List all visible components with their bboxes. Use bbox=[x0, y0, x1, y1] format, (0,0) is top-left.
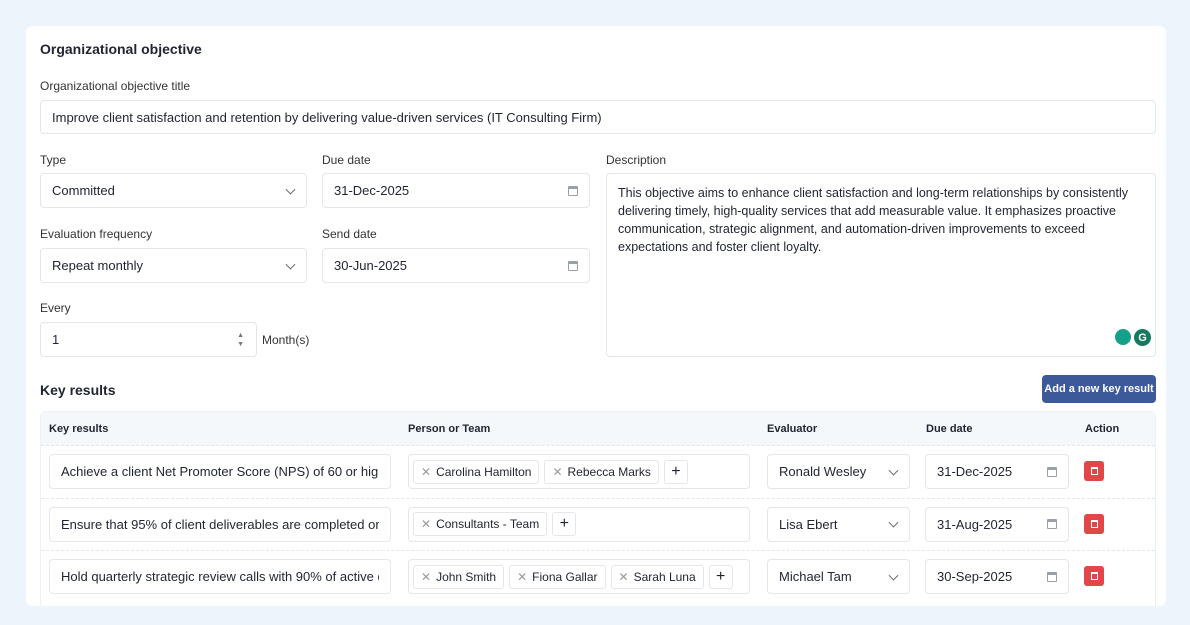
person-name: Fiona Gallar bbox=[532, 569, 598, 584]
objective-card: Organizational objective Organizational … bbox=[26, 26, 1166, 606]
col-key-results: Key results bbox=[49, 423, 109, 435]
send-date-value: 30-Jun-2025 bbox=[334, 258, 407, 273]
evaluator-value: Ronald Wesley bbox=[779, 464, 867, 479]
kr-due-date-input[interactable]: 31-Aug-2025 bbox=[925, 506, 1069, 542]
kr-due-date-value: 30-Sep-2025 bbox=[937, 569, 1013, 584]
evaluator-value: Michael Tam bbox=[779, 569, 852, 584]
evaluator-select[interactable]: Lisa Ebert bbox=[767, 506, 910, 542]
eval-freq-select[interactable]: Repeat monthly bbox=[40, 248, 307, 283]
description-value: This objective aims to enhance client sa… bbox=[618, 186, 1128, 254]
due-date-label: Due date bbox=[322, 153, 371, 167]
type-select[interactable]: Committed bbox=[40, 173, 307, 208]
remove-icon[interactable]: ✕ bbox=[421, 464, 432, 479]
delete-button[interactable] bbox=[1084, 566, 1104, 586]
chevron-down-icon bbox=[888, 570, 899, 581]
send-date-input[interactable]: 30-Jun-2025 bbox=[322, 248, 590, 283]
grammarly-icon[interactable]: G bbox=[1134, 329, 1151, 346]
kr-due-date-value: 31-Dec-2025 bbox=[937, 464, 1013, 479]
person-team-field[interactable]: ✕ Carolina Hamilton ✕ Rebecca Marks + bbox=[408, 454, 750, 489]
person-tag: ✕ John Smith bbox=[413, 564, 505, 589]
calendar-icon[interactable] bbox=[568, 185, 578, 196]
calendar-icon[interactable] bbox=[1047, 466, 1057, 477]
remove-icon[interactable]: ✕ bbox=[552, 464, 563, 479]
remove-icon[interactable]: ✕ bbox=[421, 569, 432, 584]
table-row: Ensure that 95% of client deliverables a… bbox=[41, 497, 1155, 551]
type-label: Type bbox=[40, 153, 67, 167]
section-title: Organizational objective bbox=[40, 41, 202, 57]
kr-due-date-input[interactable]: 30-Sep-2025 bbox=[925, 559, 1069, 594]
chevron-down-icon bbox=[285, 184, 296, 195]
col-due-date: Due date bbox=[926, 423, 973, 435]
person-name: Sarah Luna bbox=[633, 569, 696, 584]
person-name: Rebecca Marks bbox=[567, 464, 651, 479]
calendar-icon[interactable] bbox=[1047, 571, 1057, 582]
key-result-input[interactable]: Ensure that 95% of client deliverables a… bbox=[49, 506, 391, 542]
chevron-down-icon bbox=[888, 517, 899, 528]
eval-freq-value: Repeat monthly bbox=[52, 258, 144, 273]
send-date-label: Send date bbox=[322, 227, 377, 241]
eval-freq-label: Evaluation frequency bbox=[40, 227, 153, 241]
person-name: John Smith bbox=[436, 569, 497, 584]
add-person-button[interactable]: + bbox=[708, 564, 733, 589]
person-name: Carolina Hamilton bbox=[436, 464, 532, 479]
type-value: Committed bbox=[52, 183, 115, 198]
title-label: Organizational objective title bbox=[40, 79, 191, 93]
every-stepper[interactable]: 1 ▲ ▼ bbox=[40, 322, 257, 357]
title-input[interactable]: Improve client satisfaction and retentio… bbox=[40, 100, 1156, 134]
stepper-arrows-icon[interactable]: ▲ ▼ bbox=[237, 332, 244, 348]
evaluator-value: Lisa Ebert bbox=[779, 516, 838, 532]
person-tag: ✕ Carolina Hamilton bbox=[413, 459, 540, 484]
add-person-button[interactable]: + bbox=[663, 459, 688, 484]
person-tag: ✕ Rebecca Marks bbox=[544, 459, 659, 484]
key-result-text: Achieve a client Net Promoter Score (NPS… bbox=[61, 464, 379, 479]
person-tag: ✕ Consultants - Team bbox=[413, 512, 548, 536]
evaluator-select[interactable]: Ronald Wesley bbox=[767, 454, 910, 489]
delete-button[interactable] bbox=[1084, 513, 1104, 534]
remove-icon[interactable]: ✕ bbox=[517, 569, 528, 584]
col-person: Person or Team bbox=[408, 423, 491, 435]
chevron-down-icon bbox=[285, 259, 296, 270]
person-team-field[interactable]: ✕ Consultants - Team + bbox=[408, 506, 750, 542]
key-results-title: Key results bbox=[40, 382, 116, 398]
description-textarea[interactable]: This objective aims to enhance client sa… bbox=[606, 173, 1156, 357]
person-team-field[interactable]: ✕ John Smith ✕ Fiona Gallar ✕ Sarah Luna + bbox=[408, 559, 750, 594]
every-unit: Month(s) bbox=[262, 333, 310, 347]
description-label: Description bbox=[606, 153, 667, 167]
chevron-down-icon bbox=[888, 465, 899, 476]
due-date-input[interactable]: 31-Dec-2025 bbox=[322, 173, 590, 208]
table-header: Key results Person or Team Evaluator Due… bbox=[41, 412, 1155, 445]
due-date-value: 31-Dec-2025 bbox=[334, 183, 410, 198]
person-tag: ✕ Fiona Gallar bbox=[509, 564, 606, 589]
key-results-table: Key results Person or Team Evaluator Due… bbox=[40, 411, 1156, 606]
calendar-icon[interactable] bbox=[1047, 519, 1057, 529]
table-row: Achieve a client Net Promoter Score (NPS… bbox=[41, 445, 1155, 498]
table-row: Hold quarterly strategic review calls wi… bbox=[41, 550, 1155, 603]
lightbulb-icon[interactable] bbox=[1115, 329, 1131, 345]
remove-icon[interactable]: ✕ bbox=[421, 517, 432, 531]
kr-due-date-input[interactable]: 31-Dec-2025 bbox=[925, 454, 1069, 489]
col-evaluator: Evaluator bbox=[767, 423, 818, 435]
every-value: 1 bbox=[52, 332, 60, 347]
trash-icon bbox=[1090, 467, 1098, 475]
evaluator-select[interactable]: Michael Tam bbox=[767, 559, 910, 594]
col-action: Action bbox=[1085, 423, 1120, 435]
kr-due-date-value: 31-Aug-2025 bbox=[937, 516, 1013, 532]
add-person-button[interactable]: + bbox=[552, 512, 577, 536]
every-label: Every bbox=[40, 301, 71, 315]
key-result-input[interactable]: Hold quarterly strategic review calls wi… bbox=[49, 559, 391, 594]
delete-button[interactable] bbox=[1084, 461, 1104, 481]
grammarly-widget[interactable]: G bbox=[1115, 329, 1151, 346]
key-result-text: Hold quarterly strategic review calls wi… bbox=[61, 569, 379, 584]
trash-icon bbox=[1090, 572, 1098, 580]
calendar-icon[interactable] bbox=[568, 260, 578, 271]
add-key-result-button[interactable]: Add a new key result bbox=[1042, 375, 1156, 403]
person-name: Consultants - Team bbox=[436, 517, 540, 531]
key-result-text: Ensure that 95% of client deliverables a… bbox=[61, 516, 379, 532]
person-tag: ✕ Sarah Luna bbox=[610, 564, 704, 589]
key-result-input[interactable]: Achieve a client Net Promoter Score (NPS… bbox=[49, 454, 391, 489]
remove-icon[interactable]: ✕ bbox=[618, 569, 629, 584]
trash-icon bbox=[1090, 519, 1098, 528]
